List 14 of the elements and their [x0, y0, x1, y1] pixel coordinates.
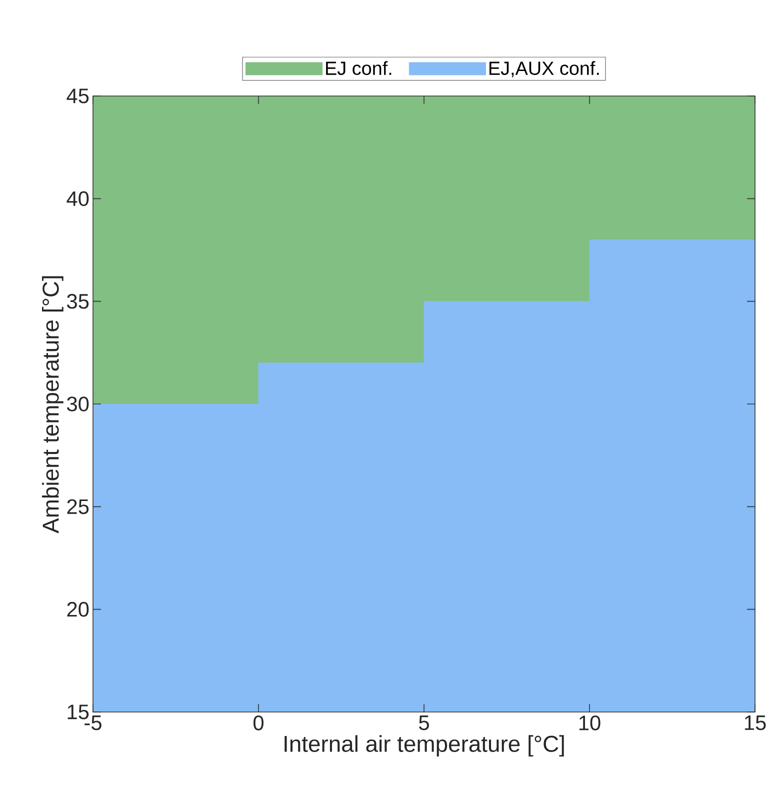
legend-label: EJ conf.	[326, 61, 392, 76]
legend-label: EJ,AUX conf.	[489, 61, 599, 78]
y-tick-label: 30	[67, 396, 89, 412]
x-tick-label: 5	[419, 716, 429, 730]
y-tick-label: 45	[66, 88, 89, 104]
x-axis-title: Internal air temperature [°C]	[284, 735, 564, 757]
x-tick-label: 0	[253, 716, 264, 730]
x-tick-label: 15	[744, 716, 766, 730]
y-axis-title: Ambient temperature [°C]	[42, 276, 64, 534]
x-tick-label: 10	[579, 716, 600, 730]
y-tick-label: 25	[67, 499, 89, 514]
y-tick-label: 20	[67, 602, 89, 617]
y-tick-label: 35	[67, 294, 89, 309]
y-tick-label: 40	[66, 191, 89, 206]
